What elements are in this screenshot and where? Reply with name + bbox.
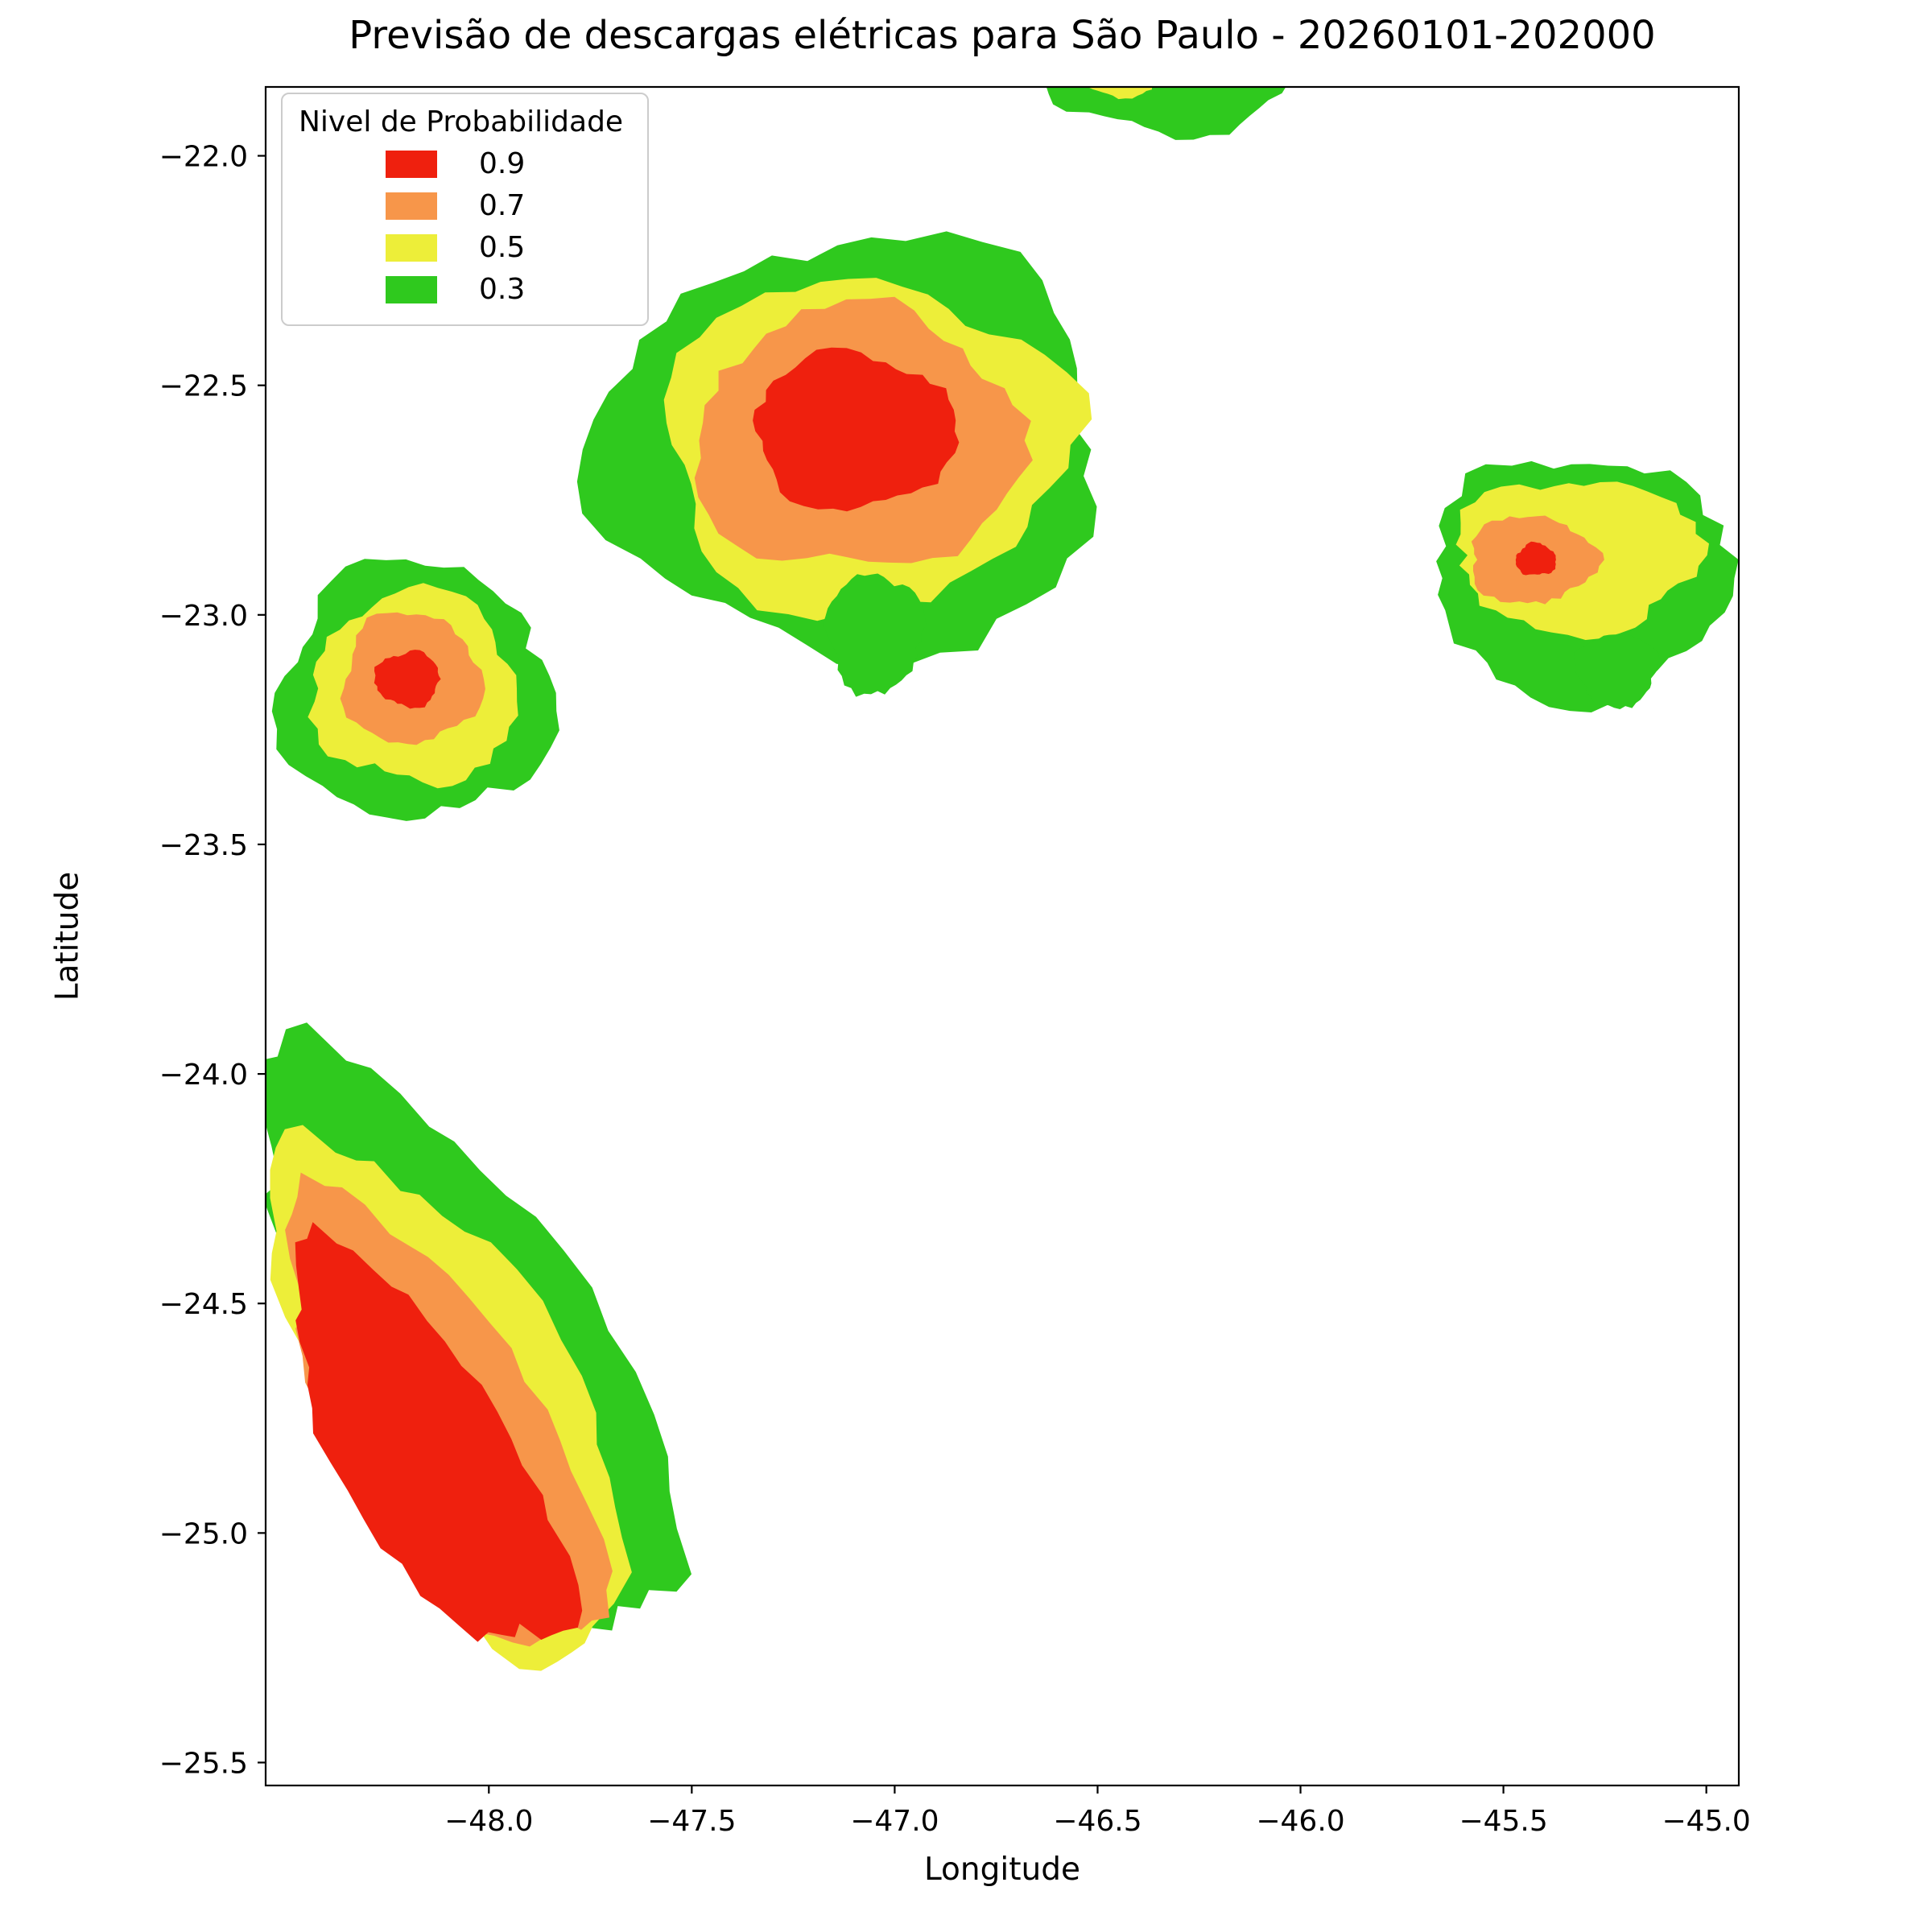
legend-entry: 0.9 (386, 147, 623, 180)
x-tick-label: −45.5 (1459, 1805, 1547, 1838)
legend-title: Nivel de Probabilidade (299, 105, 624, 138)
legend-entry-label: 0.5 (479, 231, 526, 264)
y-tick-label: −24.5 (159, 1288, 248, 1321)
x-tick-label: −47.0 (850, 1805, 939, 1838)
legend-swatch (386, 192, 437, 220)
legend-entry: 0.5 (386, 231, 623, 264)
x-tick-label: −46.5 (1053, 1805, 1141, 1838)
contour-north-cell-p0.3 (1046, 87, 1286, 140)
legend-entry-label: 0.3 (479, 273, 526, 306)
y-tick-label: −22.5 (159, 370, 248, 403)
legend-swatch (386, 150, 437, 178)
y-tick-label: −23.5 (159, 829, 248, 862)
legend-entry: 0.3 (386, 273, 623, 306)
y-tick-label: −22.0 (159, 141, 248, 174)
contour-central-cell-p0.9 (753, 347, 960, 512)
x-tick-label: −45.0 (1662, 1805, 1751, 1838)
contour-east-cell-p0.9 (1515, 541, 1556, 576)
contour-west-cell-p0.9 (374, 650, 441, 709)
x-tick-label: −46.0 (1256, 1805, 1344, 1838)
y-tick-label: −25.0 (159, 1517, 248, 1550)
contour-east-cell-tail-p0.3 (1574, 634, 1660, 709)
y-tick-label: −25.5 (159, 1747, 248, 1780)
legend-entry: 0.7 (386, 189, 623, 222)
legend-swatch (386, 233, 437, 262)
contour-central-cell-tail-p0.3 (823, 573, 927, 697)
x-axis-label: Longitude (924, 1852, 1080, 1888)
legend-entry-label: 0.9 (479, 147, 526, 180)
contour-southwest-band-p0.9 (295, 1222, 583, 1642)
contour-layer (266, 87, 1739, 1671)
axes-spines (264, 85, 1740, 1787)
y-axis-label: Latitude (49, 871, 86, 1001)
legend-swatch (386, 275, 437, 303)
y-tick-label: −23.0 (159, 600, 248, 633)
x-tick-label: −47.5 (647, 1805, 736, 1838)
legend-entries: 0.9 0.7 0.5 0.3 (299, 147, 623, 306)
legend-entry-label: 0.7 (479, 189, 526, 222)
x-tick-label: −48.0 (444, 1805, 533, 1838)
y-tick-label: −24.0 (159, 1059, 248, 1092)
legend: Nivel de Probabilidade 0.9 0.7 0.5 0.3 (281, 93, 650, 326)
chart-title: Previsão de descargas elétricas para São… (349, 13, 1656, 58)
contour-north-cell-p0.5 (1088, 87, 1153, 100)
